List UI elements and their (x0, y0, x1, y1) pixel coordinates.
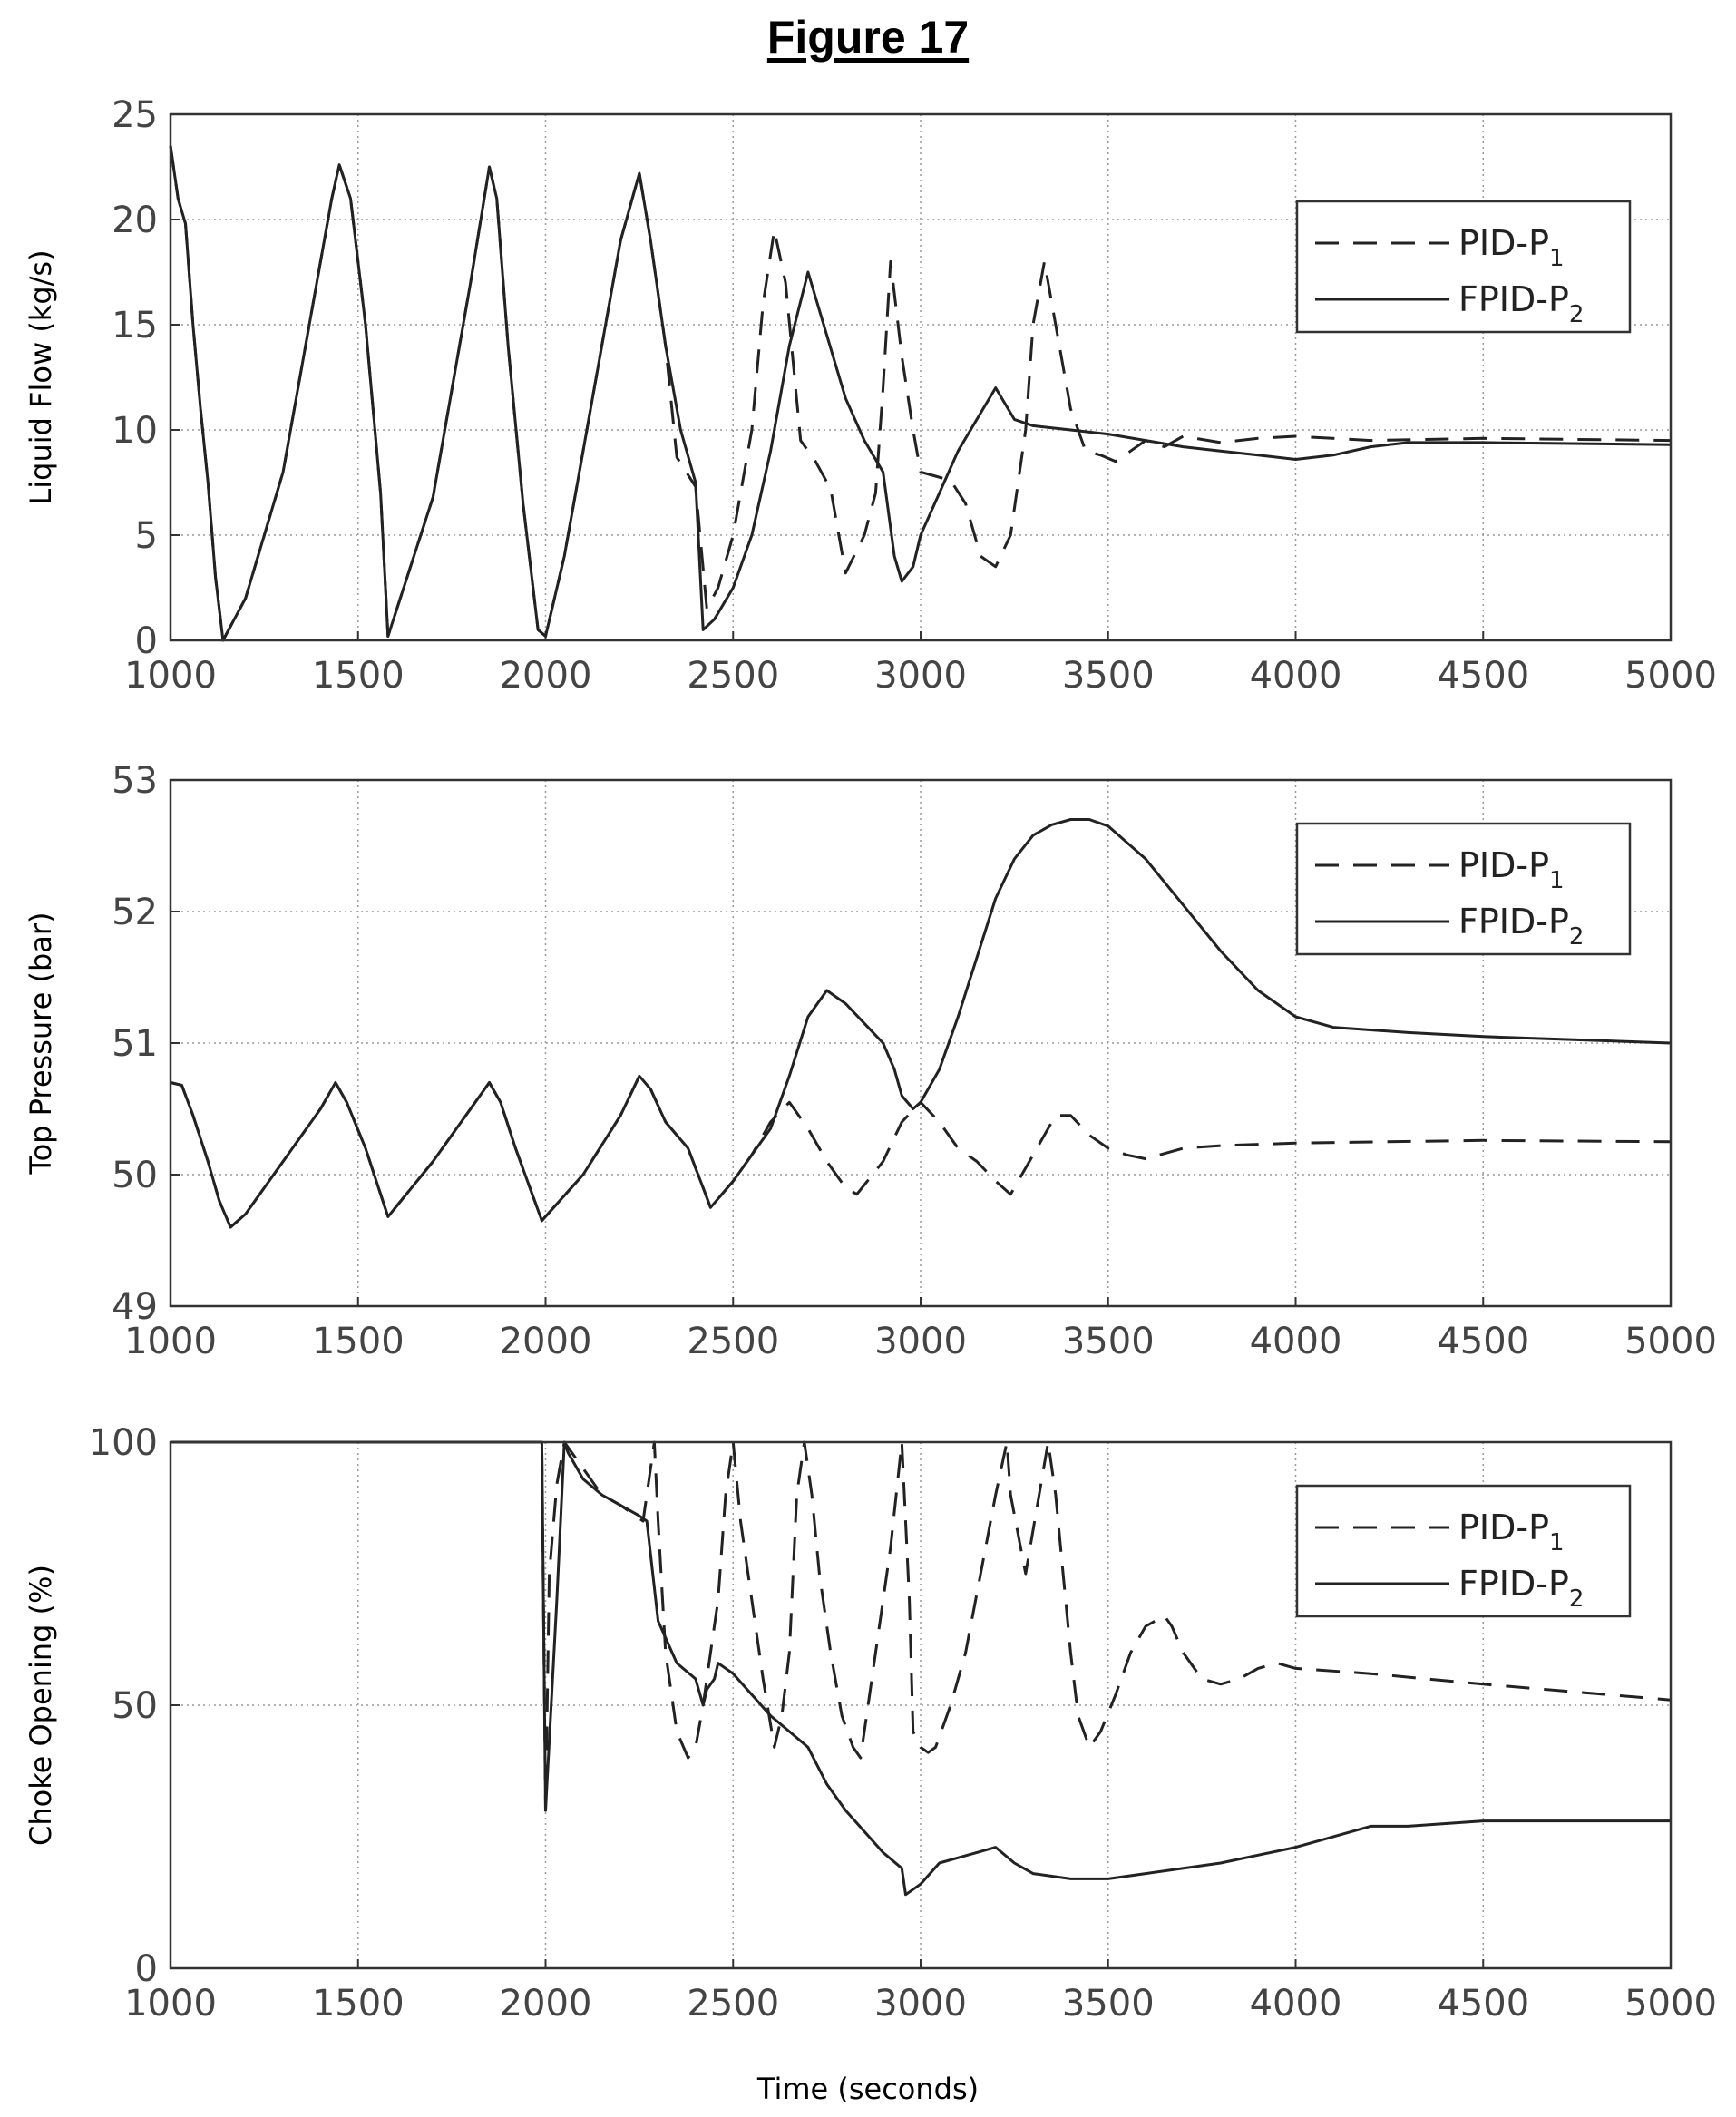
x-tick-label: 1500 (312, 655, 405, 697)
legend-box (1295, 200, 1632, 334)
y-tick-label: 25 (112, 94, 158, 136)
y-tick-label: 0 (135, 1948, 158, 1990)
x-tick-label: 1500 (312, 1983, 405, 2024)
x-tick-label: 4500 (1437, 1983, 1529, 2024)
x-tick-label: 4000 (1250, 1321, 1342, 1362)
x-tick-label: 5000 (1624, 1983, 1717, 2024)
y-axis-label: Top Pressure (bar) (24, 912, 58, 1175)
x-tick-label: 2000 (500, 1983, 592, 2024)
x-tick-label: 3000 (874, 1983, 967, 2024)
x-tick-label: 2500 (687, 1321, 779, 1362)
legend-entry-label: PID-P1 (1458, 1507, 1565, 1556)
x-tick-label: 4500 (1437, 1321, 1529, 1362)
axes-frame (169, 778, 1673, 1308)
x-tick-label: 2500 (687, 655, 779, 697)
y-tick-label: 20 (112, 200, 158, 241)
y-tick-label: 0 (135, 620, 158, 662)
legend-entry-label: FPID-P2 (1458, 279, 1584, 328)
axes-frame (169, 112, 1673, 642)
x-tick-label: 2500 (687, 1983, 779, 2024)
x-tick-label: 3500 (1062, 1321, 1155, 1362)
axes-frame (169, 1440, 1673, 1970)
y-axis-label: Liquid Flow (kg/s) (24, 249, 58, 504)
x-tick-label: 1000 (124, 655, 217, 697)
x-tick-label: 4000 (1250, 1983, 1342, 2024)
y-tick-label: 15 (112, 305, 158, 346)
y-tick-label: 51 (112, 1023, 158, 1065)
y-tick-label: 50 (112, 1685, 158, 1727)
x-tick-label: 2000 (500, 1321, 592, 1362)
x-tick-label: 1000 (124, 1321, 217, 1362)
legend-box (1295, 1484, 1632, 1618)
legend-entry-label: FPID-P2 (1458, 902, 1584, 951)
x-tick-label: 4000 (1250, 655, 1342, 697)
legend-entry-label: PID-P1 (1458, 845, 1565, 894)
y-tick-label: 5 (135, 515, 158, 557)
x-tick-label: 3500 (1062, 1983, 1155, 2024)
series-line-pid-p1 (171, 1440, 1672, 1812)
y-tick-label: 100 (89, 1422, 158, 1464)
x-tick-label: 3500 (1062, 655, 1155, 697)
y-tick-label: 52 (112, 892, 158, 933)
legend-entry-label: PID-P1 (1458, 223, 1565, 272)
x-tick-label: 3000 (874, 1321, 967, 1362)
x-tick-label: 2000 (500, 655, 592, 697)
legend-entry-label: FPID-P2 (1458, 1564, 1584, 1613)
series-line-fpid-p2 (171, 1440, 1671, 1897)
liquid-flow-chart: 1000 1500 2000 2500 3000 3500 4000 4500 5000 0 5 10… (24, 94, 1717, 697)
y-tick-label: 50 (112, 1155, 158, 1196)
figure-title: Figure 17 (766, 12, 970, 63)
y-axis-label: Choke Opening (%) (24, 1565, 58, 1846)
x-tick-label: 5000 (1624, 655, 1717, 697)
x-tick-label: 3000 (874, 655, 967, 697)
x-tick-label: 1500 (312, 1321, 405, 1362)
x-tick-label: 4500 (1437, 655, 1529, 697)
top-pressure-chart: 1000 1500 2000 2500 3000 3500 4000 4500 5000 49 50… (24, 760, 1717, 1362)
y-tick-label: 53 (112, 760, 158, 802)
choke-opening-chart: 1000 1500 2000 2500 3000 3500 4000 4500 5000 0 50 1… (24, 1422, 1717, 2024)
x-tick-label: 5000 (1624, 1321, 1717, 1362)
x-axis-label: Time (seconds) (756, 2072, 980, 2106)
y-tick-label: 10 (112, 410, 158, 452)
legend-box (1295, 822, 1632, 956)
series-line-fpid-p2 (170, 818, 1672, 1229)
series-line-fpid-p2 (169, 145, 1672, 642)
y-tick-label: 49 (112, 1286, 158, 1328)
x-tick-label: 1000 (124, 1983, 217, 2024)
